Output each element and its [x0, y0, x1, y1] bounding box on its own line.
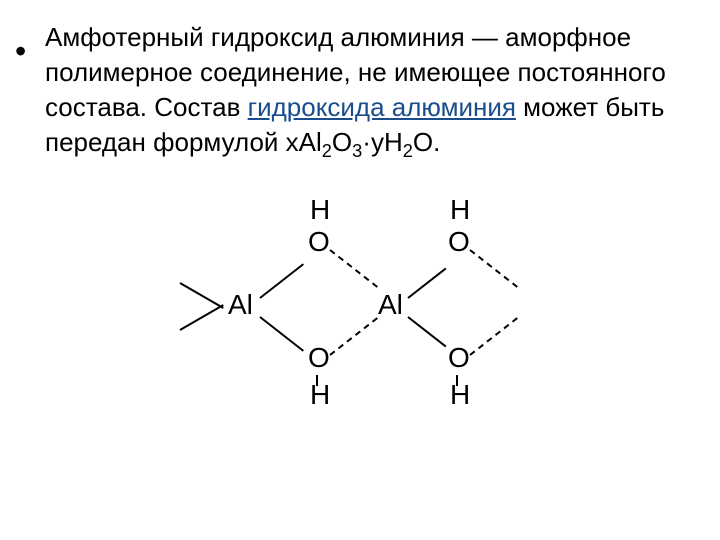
atom-O_top_right: O: [448, 226, 470, 258]
atom-H_bot_left: H: [310, 379, 330, 411]
bond-4: [469, 249, 518, 288]
sub1: 2: [322, 141, 332, 161]
atom-Al_right: Al: [378, 289, 403, 321]
bond-7: [180, 304, 224, 331]
text-part5: O.: [413, 127, 440, 157]
bond-3: [329, 317, 378, 356]
text-part3: O: [332, 127, 352, 157]
atom-H_top_left: H: [310, 194, 330, 226]
sub2: 3: [352, 141, 362, 161]
bullet-marker: •: [15, 30, 26, 73]
sub3: 2: [403, 141, 413, 161]
paragraph: • Амфотерный гидроксид алюминия — аморфн…: [40, 20, 680, 164]
bond-10: [316, 375, 318, 386]
atom-O_bot_left: O: [308, 342, 330, 374]
atom-Al_left: Al: [228, 289, 253, 321]
atom-O_bot_right: O: [448, 342, 470, 374]
bond-0: [259, 263, 304, 298]
bond-2: [329, 249, 378, 288]
bond-9: [407, 316, 446, 347]
atom-O_top_left: O: [308, 226, 330, 258]
atom-H_top_right: H: [450, 194, 470, 226]
chemical-structure-diagram: HOHOAlAlOHOH: [180, 194, 540, 424]
bond-1: [259, 316, 304, 351]
text-content: Амфотерный гидроксид алюминия — аморфное…: [45, 20, 680, 164]
bond-8: [407, 268, 446, 299]
text-part4: ·yH: [362, 127, 402, 157]
atom-H_bot_right: H: [450, 379, 470, 411]
link-hydroxide[interactable]: гидроксида алюминия: [248, 92, 516, 122]
bond-6: [180, 282, 224, 309]
bond-5: [469, 317, 518, 356]
bond-11: [456, 375, 458, 386]
